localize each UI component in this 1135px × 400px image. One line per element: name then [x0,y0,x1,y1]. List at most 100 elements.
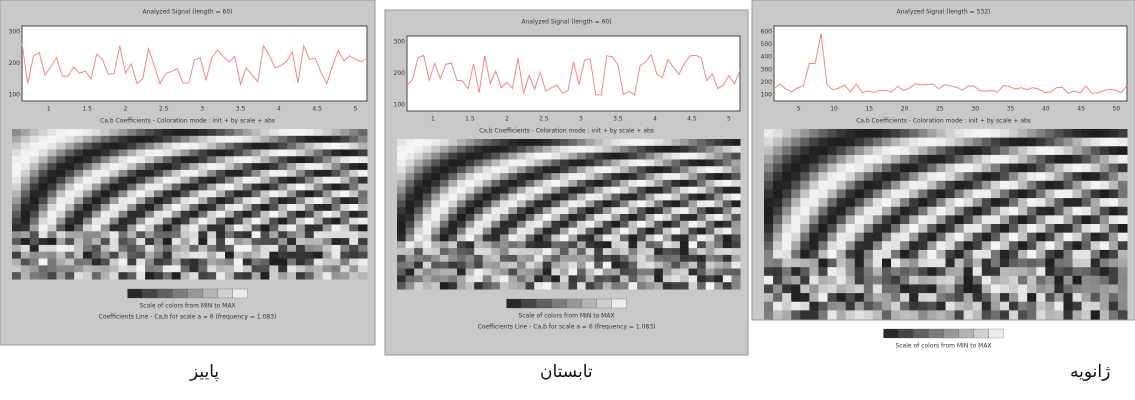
heatmap-cell [722,254,732,263]
heatmap-cell [671,214,681,222]
heatmap-cell [74,231,84,239]
heatmap-cell [233,163,244,171]
heatmap-cell [671,220,681,229]
heatmap-cell [722,234,732,242]
heatmap-cell [251,163,261,171]
heatmap-cell [216,244,226,253]
heatmap-cell [331,169,341,178]
heatmap-cell [1036,301,1046,311]
heatmap-cell [20,258,31,266]
heatmap-cell [764,267,774,277]
heatmap-cell [990,293,1001,303]
heatmap-cell [136,210,146,219]
heatmap-cell [287,251,297,260]
heatmap-cell [1090,258,1101,268]
heatmap-cell [1018,146,1028,156]
heatmap-cell [162,183,173,191]
heatmap-cell [91,265,102,273]
heatmap-cell [722,193,732,201]
heatmap-cell [136,129,146,137]
heatmap-cell [818,249,829,260]
heatmap-cell [100,156,111,164]
heatmap-cell [154,135,164,144]
heatmap-cell [448,254,458,263]
heatmap-cell [1063,206,1074,216]
heatmap-cell [296,217,306,225]
heatmap-cell [731,282,741,290]
heatmap-cell [990,163,1001,173]
heatmap-cell [1099,146,1110,156]
heatmap-cell [91,169,102,178]
heatmap-cell [508,207,518,215]
heatmap-cell [225,231,235,239]
y-tick-label: 200 [9,60,21,67]
heatmap-cell [863,293,874,303]
heatmap-cell [499,261,509,270]
heatmap-cell [1054,206,1064,216]
heatmap-cell [216,129,226,137]
heatmap-cell [568,275,578,283]
heatmap-cell [414,282,424,290]
heatmap-cell [448,214,458,222]
heatmap-cell [972,154,983,165]
heatmap-cell [439,234,449,242]
heatmap-cell [171,149,182,157]
heatmap-cell [891,258,901,268]
heatmap-cell [927,198,937,208]
heatmap-cell [791,206,801,216]
heatmap-cell [74,149,84,157]
heatmap-cell [482,227,492,235]
heatmap-cell [499,268,509,276]
heatmap-cell [594,241,604,249]
heatmap-cell [945,137,956,147]
heatmap-cell [118,135,128,144]
heatmap-cell [927,206,937,216]
heatmap-cell [936,172,946,182]
heatmap-cell [645,268,655,276]
heatmap-cell [764,206,774,216]
heatmap-cell [654,152,664,160]
heatmap-cell [38,149,48,157]
heatmap-cell [83,238,93,246]
heatmap-cell [278,238,288,246]
heatmap-cell [577,227,587,235]
heatmap-cell [963,163,974,173]
heatmap-cell [397,248,407,256]
x-tick-label: 2.5 [159,106,169,113]
heatmap-cell [981,163,992,173]
heatmap-cell [1063,293,1074,303]
heatmap-cell [954,154,965,165]
heatmap-cell [542,220,552,229]
heatmap-cell [296,156,306,164]
heatmap-cell [688,139,698,147]
heatmap-cell [109,272,119,280]
heatmap-cell [127,129,137,137]
heatmap-cell [118,272,128,280]
heatmap-cell [207,149,217,157]
heatmap-cell [1081,301,1092,311]
heatmap-cell [705,214,715,222]
heatmap-cell [482,193,492,201]
heatmap-cell [679,248,690,256]
heatmap-cell [38,142,48,150]
heatmap-cell [1063,129,1074,139]
heatmap-cell [233,231,244,239]
heatmap-cell [585,268,595,276]
heatmap-cell [331,204,341,212]
heatmap-cell [180,217,190,225]
heatmap-cell [854,146,865,156]
heatmap-cell [198,142,208,150]
heatmap-cell [981,232,992,242]
heatmap-cell [1018,249,1028,260]
heatmap-cell [731,261,741,270]
heatmap-cell [118,142,128,150]
heatmap-cell [577,173,587,181]
heatmap-cell [731,268,741,276]
heatmap-cell [91,129,102,137]
heatmap-cell [171,129,182,137]
heatmap-cell [731,254,741,263]
x-tick-label: 3 [200,106,204,113]
heatmap-cell [836,310,847,320]
heatmap-cell [331,135,341,144]
